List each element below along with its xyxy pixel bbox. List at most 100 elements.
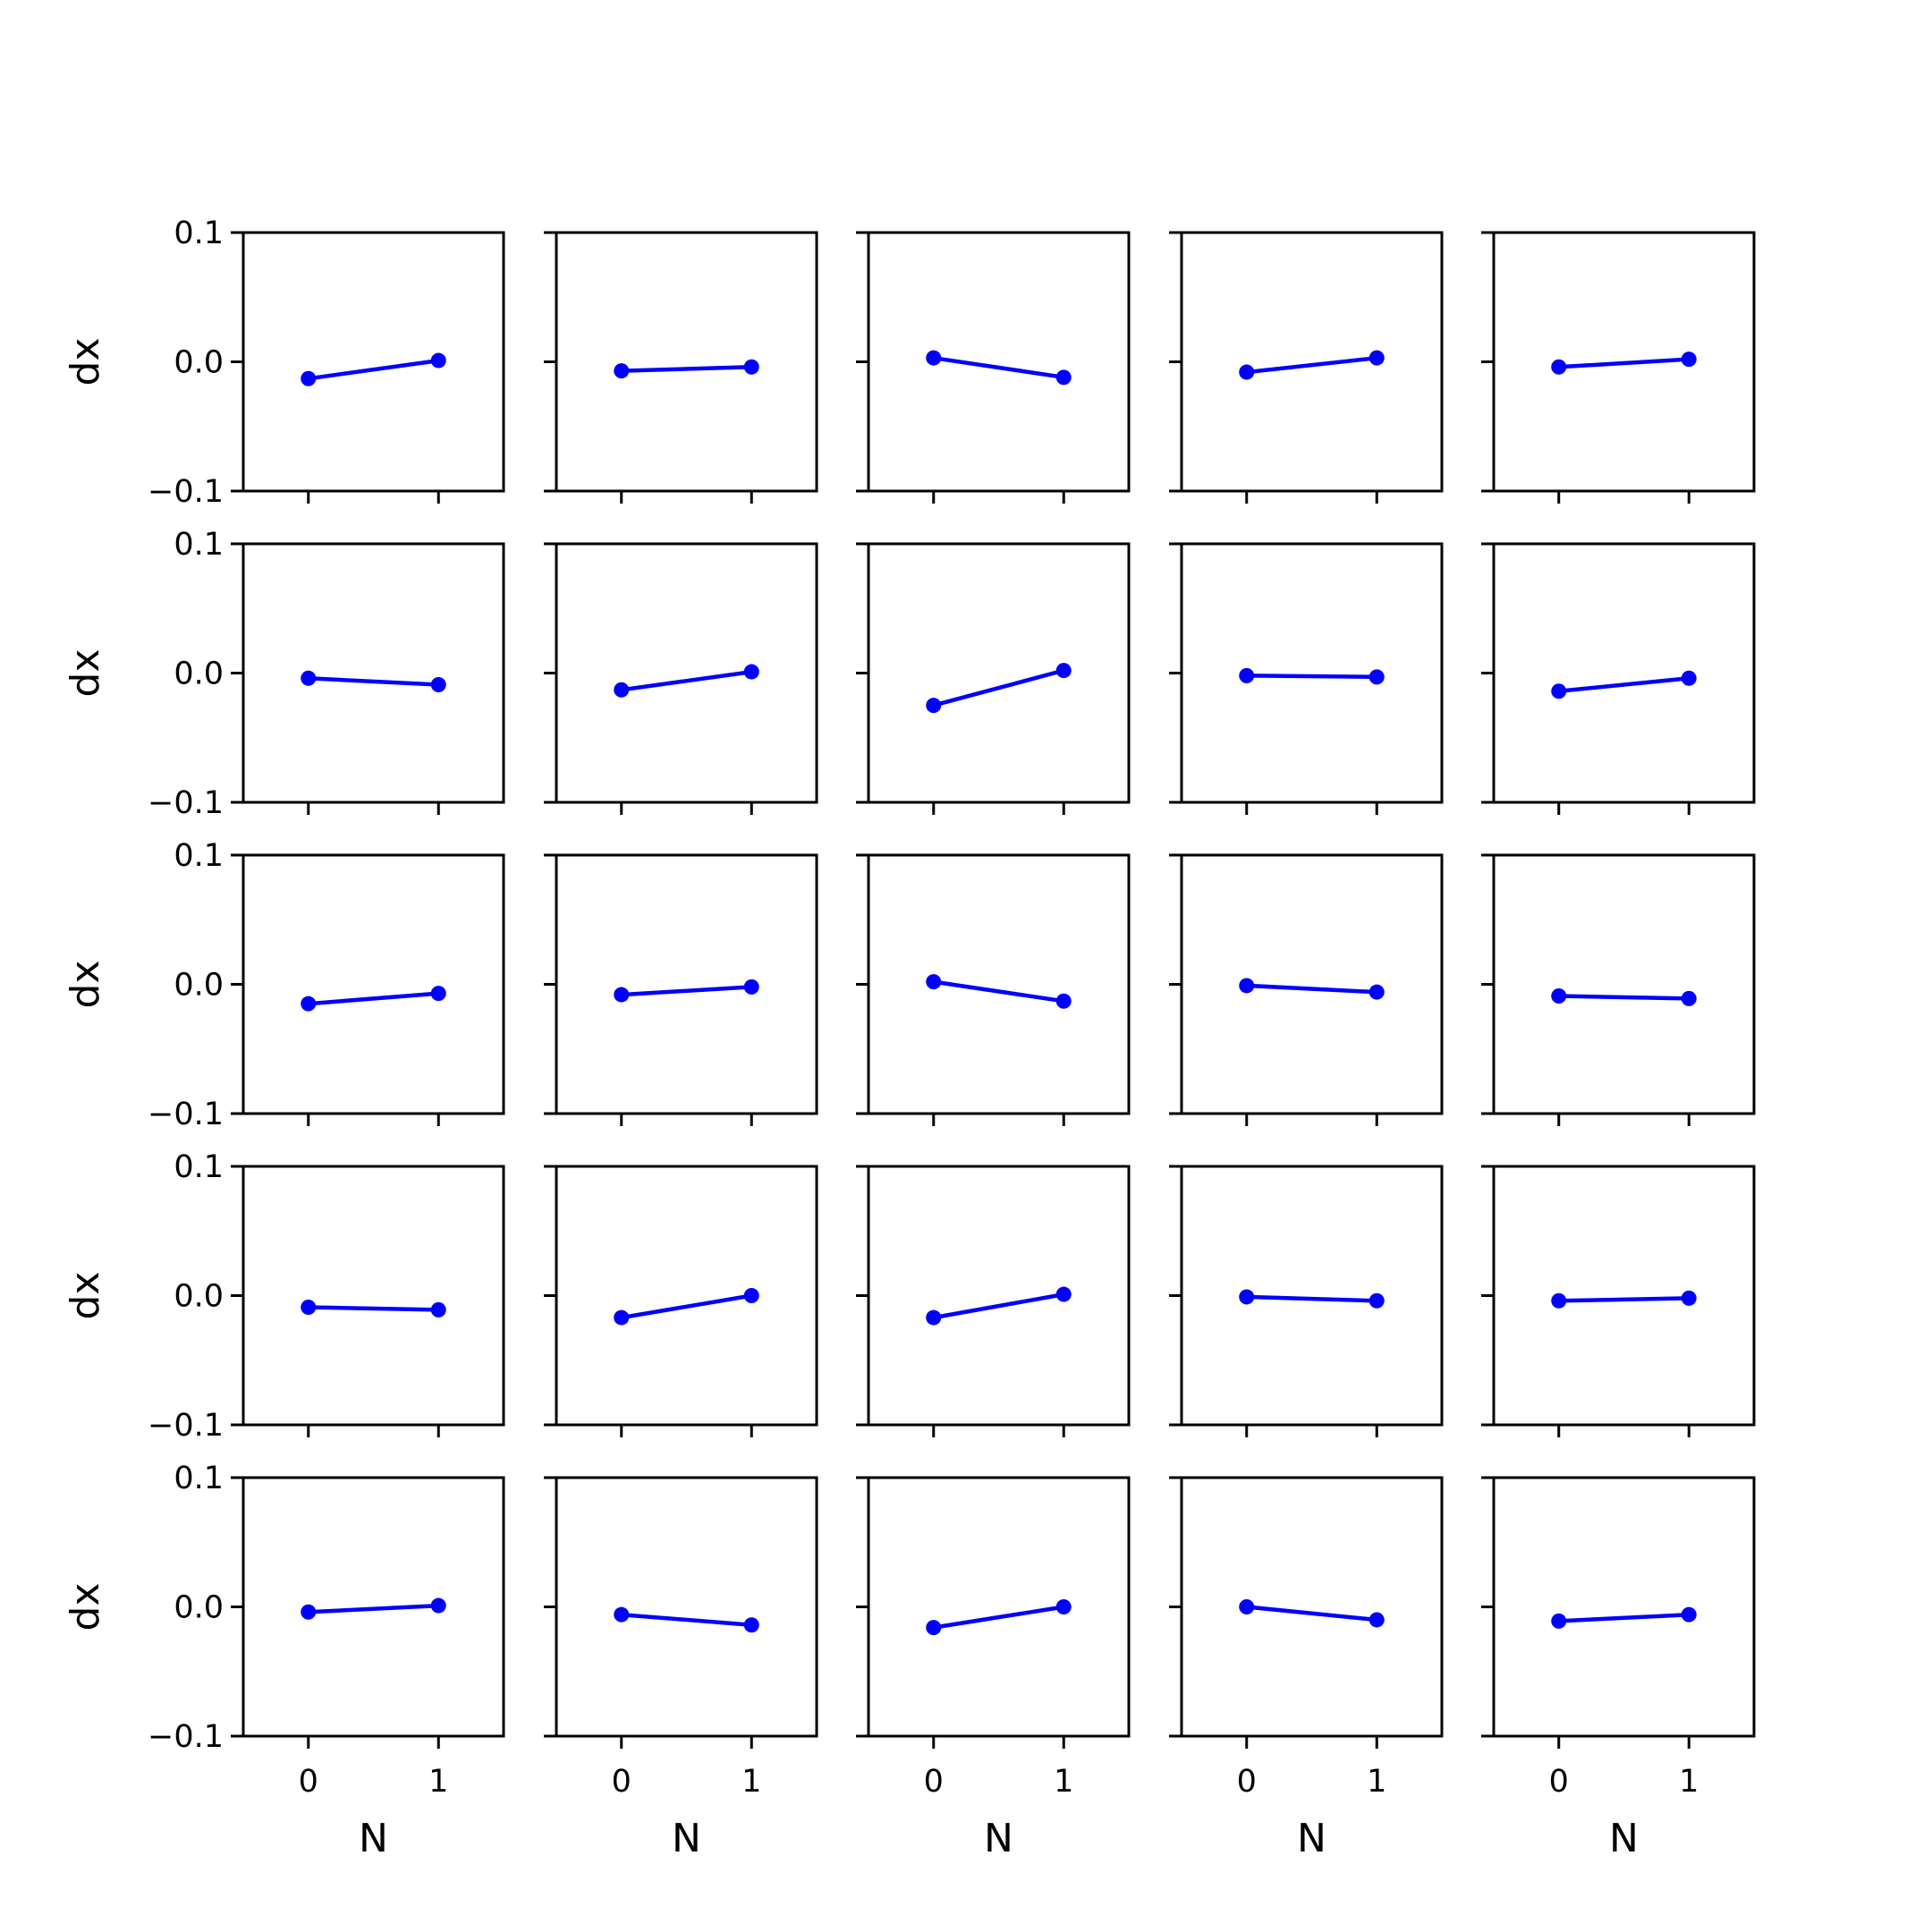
data-point bbox=[301, 1300, 317, 1316]
x-tick-label: 0 bbox=[612, 1764, 631, 1800]
series-line bbox=[308, 991, 439, 1006]
data-point bbox=[1368, 1292, 1385, 1309]
data-point bbox=[614, 1606, 630, 1623]
data-point bbox=[1368, 1612, 1385, 1628]
subplot-r3-c1: 0.1 0.0 −0.1 dx bbox=[63, 838, 505, 1132]
data-point bbox=[1055, 993, 1072, 1009]
series-line bbox=[1558, 994, 1690, 1001]
x-tick-label: 0 bbox=[299, 1764, 318, 1800]
data-point bbox=[614, 682, 630, 698]
subplot-r3-c2 bbox=[544, 853, 818, 1126]
series-line bbox=[933, 668, 1064, 708]
x-tick-label: 0 bbox=[1549, 1764, 1569, 1800]
subplot-r5-c5: 0 1 N bbox=[1481, 1476, 1756, 1861]
axes-frame bbox=[555, 231, 818, 493]
y-tick-label: 0.0 bbox=[174, 1590, 224, 1626]
subplot-r2-c3 bbox=[856, 542, 1131, 815]
data-point bbox=[1681, 990, 1697, 1006]
y-tick-label: 0.0 bbox=[174, 968, 224, 1004]
x-tick-label: 1 bbox=[1679, 1764, 1699, 1800]
data-point bbox=[1239, 1599, 1255, 1614]
data-point bbox=[430, 986, 446, 1002]
data-point bbox=[1239, 1289, 1255, 1305]
axes-frame bbox=[1492, 853, 1756, 1115]
subplot-r5-c2: 0 1 N bbox=[544, 1476, 818, 1861]
data-point bbox=[1368, 984, 1385, 1000]
axes-frame bbox=[242, 1165, 505, 1427]
data-point bbox=[1551, 1613, 1567, 1629]
x-tick-label: 0 bbox=[1237, 1764, 1257, 1800]
data-point bbox=[743, 1288, 759, 1303]
axes-frame bbox=[1180, 542, 1444, 804]
series-line bbox=[1558, 1296, 1690, 1303]
series-line bbox=[621, 669, 752, 692]
data-point bbox=[1239, 364, 1255, 380]
data-point bbox=[1055, 663, 1072, 679]
axes-frame bbox=[867, 542, 1131, 804]
subplot-r3-c3 bbox=[856, 853, 1131, 1126]
data-point bbox=[1681, 1290, 1697, 1306]
subplot-r4-c1: 0.1 0.0 −0.1 dx bbox=[63, 1149, 505, 1444]
axes-frame bbox=[867, 1476, 1131, 1738]
data-point bbox=[1239, 667, 1255, 683]
x-axis-label: N bbox=[359, 1816, 388, 1861]
x-axis-label: N bbox=[984, 1816, 1013, 1861]
data-point bbox=[301, 996, 317, 1012]
subplot-r1-c1: 0.1 0.0 −0.1 dx bbox=[63, 216, 505, 510]
x-tick-label: 1 bbox=[1054, 1764, 1073, 1800]
subplot-r3-c5 bbox=[1481, 853, 1756, 1126]
axes-frame bbox=[555, 1476, 818, 1738]
axes-frame bbox=[867, 853, 1131, 1115]
data-point bbox=[743, 664, 759, 680]
series-line bbox=[308, 676, 439, 687]
axes-frame bbox=[867, 231, 1131, 493]
data-point bbox=[1368, 350, 1385, 366]
x-tick-label: 0 bbox=[924, 1764, 944, 1800]
y-tick-label: −0.1 bbox=[148, 1408, 224, 1444]
data-point bbox=[1681, 1606, 1697, 1623]
series-line bbox=[933, 1605, 1064, 1630]
data-point bbox=[301, 670, 317, 686]
data-point bbox=[743, 359, 759, 375]
axes-frame bbox=[1180, 1165, 1444, 1427]
y-axis-label: dx bbox=[63, 1272, 108, 1320]
x-axis-label: N bbox=[1609, 1816, 1639, 1861]
subplot-r5-c4: 0 1 N bbox=[1169, 1476, 1444, 1861]
data-point bbox=[1055, 369, 1072, 386]
subplot-r2-c1: 0.1 0.0 −0.1 dx bbox=[63, 527, 505, 821]
y-tick-label: −0.1 bbox=[148, 1719, 224, 1755]
y-axis-label: dx bbox=[63, 338, 108, 386]
axes-frame bbox=[867, 1165, 1131, 1427]
subplot-r1-c4 bbox=[1169, 231, 1444, 504]
data-point bbox=[1551, 359, 1567, 375]
series-line bbox=[621, 985, 752, 997]
data-point bbox=[301, 370, 317, 386]
series-line bbox=[621, 1612, 752, 1627]
data-point bbox=[430, 677, 446, 693]
y-axis-label: dx bbox=[63, 961, 108, 1009]
subplot-r1-c3 bbox=[856, 231, 1131, 504]
data-point bbox=[926, 974, 942, 990]
data-point bbox=[430, 1597, 446, 1614]
data-point bbox=[301, 1604, 317, 1620]
y-axis-label: dx bbox=[63, 649, 108, 698]
data-point bbox=[1681, 352, 1697, 368]
series-line bbox=[933, 979, 1064, 1004]
subplot-r1-c5 bbox=[1481, 231, 1756, 504]
series-line bbox=[1558, 1612, 1690, 1623]
subplot-r4-c3 bbox=[856, 1165, 1131, 1437]
subplot-r4-c5 bbox=[1481, 1165, 1756, 1437]
subplot-r4-c2 bbox=[544, 1165, 818, 1437]
series-line bbox=[1246, 355, 1377, 375]
x-axis-label: N bbox=[1297, 1816, 1326, 1861]
y-tick-label: 0.1 bbox=[174, 1149, 224, 1185]
axes-frame bbox=[1180, 1476, 1444, 1738]
x-tick-label: 1 bbox=[741, 1764, 761, 1800]
y-tick-label: −0.1 bbox=[148, 1097, 224, 1132]
data-point bbox=[1055, 1599, 1072, 1614]
data-point bbox=[926, 1309, 942, 1326]
x-axis-label: N bbox=[672, 1816, 701, 1861]
axes-frame bbox=[1492, 1165, 1756, 1427]
series-line bbox=[933, 1292, 1064, 1320]
series-line bbox=[933, 355, 1064, 380]
